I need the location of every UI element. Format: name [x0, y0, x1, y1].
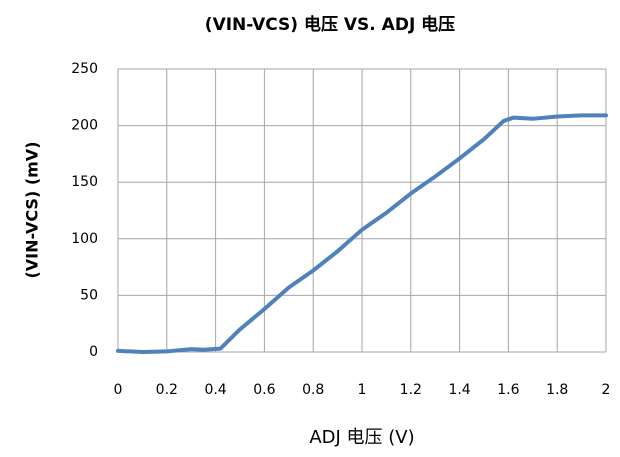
y-tick-label: 50 — [80, 287, 98, 303]
y-tick-label: 200 — [71, 118, 98, 134]
y-tick-label: 0 — [89, 344, 98, 360]
x-axis-label: ADJ 电压 (V) — [309, 427, 414, 448]
x-tick-label: 0.2 — [156, 382, 178, 398]
y-tick-label: 100 — [71, 231, 98, 247]
x-tick-label: 1 — [358, 382, 367, 398]
y-tick-label: 250 — [71, 61, 98, 77]
x-tick-label: 0 — [114, 382, 123, 398]
x-tick-label: 1.6 — [497, 382, 519, 398]
data-line — [116, 113, 608, 354]
x-tick-label: 0.4 — [204, 382, 226, 398]
chart-title: (VIN-VCS) 电压 VS. ADJ 电压 — [205, 14, 455, 35]
y-axis-label: (VIN-VCS) (mV) — [23, 141, 42, 278]
x-tick-label: 0.8 — [302, 382, 324, 398]
y-tick-label: 150 — [71, 174, 98, 190]
x-tick-label: 1.8 — [546, 382, 568, 398]
x-tick-label: 2 — [602, 382, 611, 398]
x-tick-label: 0.6 — [253, 382, 275, 398]
x-tick-label: 1.2 — [400, 382, 422, 398]
x-tick-label: 1.4 — [448, 382, 470, 398]
